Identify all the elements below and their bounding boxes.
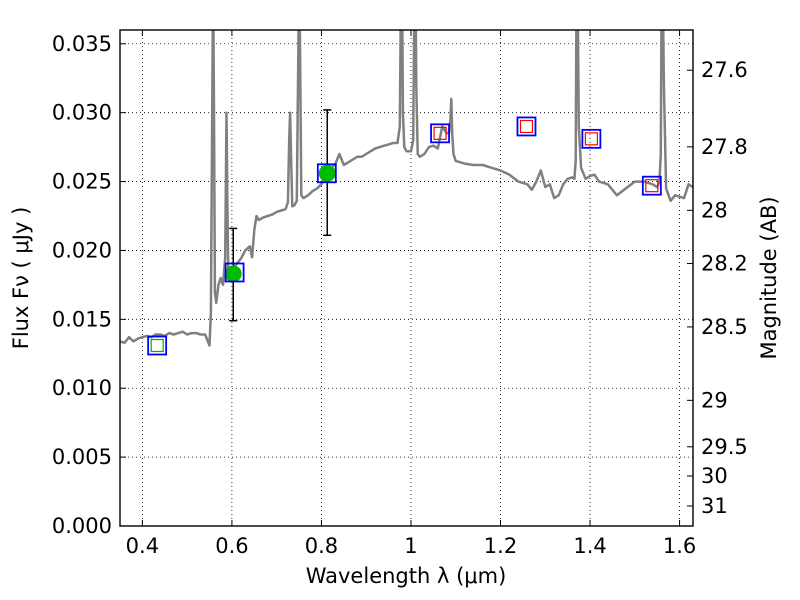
x-axis-title: Wavelength λ (μm) [306,564,507,588]
model-square-marker [641,175,662,196]
x-tick-label: 1.2 [484,534,517,558]
y-tick-label: 0.030 [52,101,112,125]
x-tick-label: 1.6 [663,534,696,558]
y2-axis-title: Magnitude (AB) [757,196,781,359]
y2-tick-label: 28 [701,198,728,222]
x-tick-label: 0.8 [305,534,338,558]
y2-tick-label: 27.6 [701,58,748,82]
y-tick-label: 0.000 [52,514,112,538]
y2-tick-label: 31 [701,494,728,518]
model-square-marker [224,262,245,283]
model-square-marker [316,163,337,184]
photometry-square-marker [645,179,659,193]
y-tick-label: 0.020 [52,238,112,262]
photometry-square-marker [584,132,598,146]
markers-layer [147,109,662,356]
y-axis-title: Flux Fν ( μJy ) [9,207,33,350]
series-layer [120,30,693,347]
x-tick-label: 0.4 [126,534,159,558]
y-tick-label: 0.035 [52,32,112,56]
model-square-marker [516,116,537,137]
y2-tick-label: 30 [701,464,728,488]
model-square-marker [147,335,168,356]
y-tick-label: 0.025 [52,170,112,194]
x-tick-label: 1 [404,534,417,558]
plot-frame [119,29,694,527]
measured-point [318,164,336,182]
y2-tick-label: 27.8 [701,135,748,159]
photometry-square-marker [150,338,164,353]
photometry-square-marker [519,119,534,134]
photometry-square-marker [433,126,447,140]
x-tick-label: 1.4 [573,534,606,558]
y-tick-label: 0.010 [52,376,112,400]
y-tick-label: 0.005 [52,445,112,469]
x-tick-label: 0.6 [215,534,248,558]
y2-tick-label: 29 [701,388,728,412]
model-square-marker [430,123,450,144]
y2-tick-label: 28.5 [701,315,748,339]
y-tick-label: 0.015 [52,307,112,331]
model-square-marker [581,128,602,149]
axes-layer: 0.4 0.6 0.8 1 1.2 1.4 1.6 0.000 0.005 0.010 0.015 0… [52,30,748,558]
measured-point [224,265,242,283]
grid [120,30,693,527]
y2-tick-label: 28.2 [701,252,748,276]
y2-tick-label: 29.5 [701,435,748,459]
spectrum-line [120,30,693,347]
